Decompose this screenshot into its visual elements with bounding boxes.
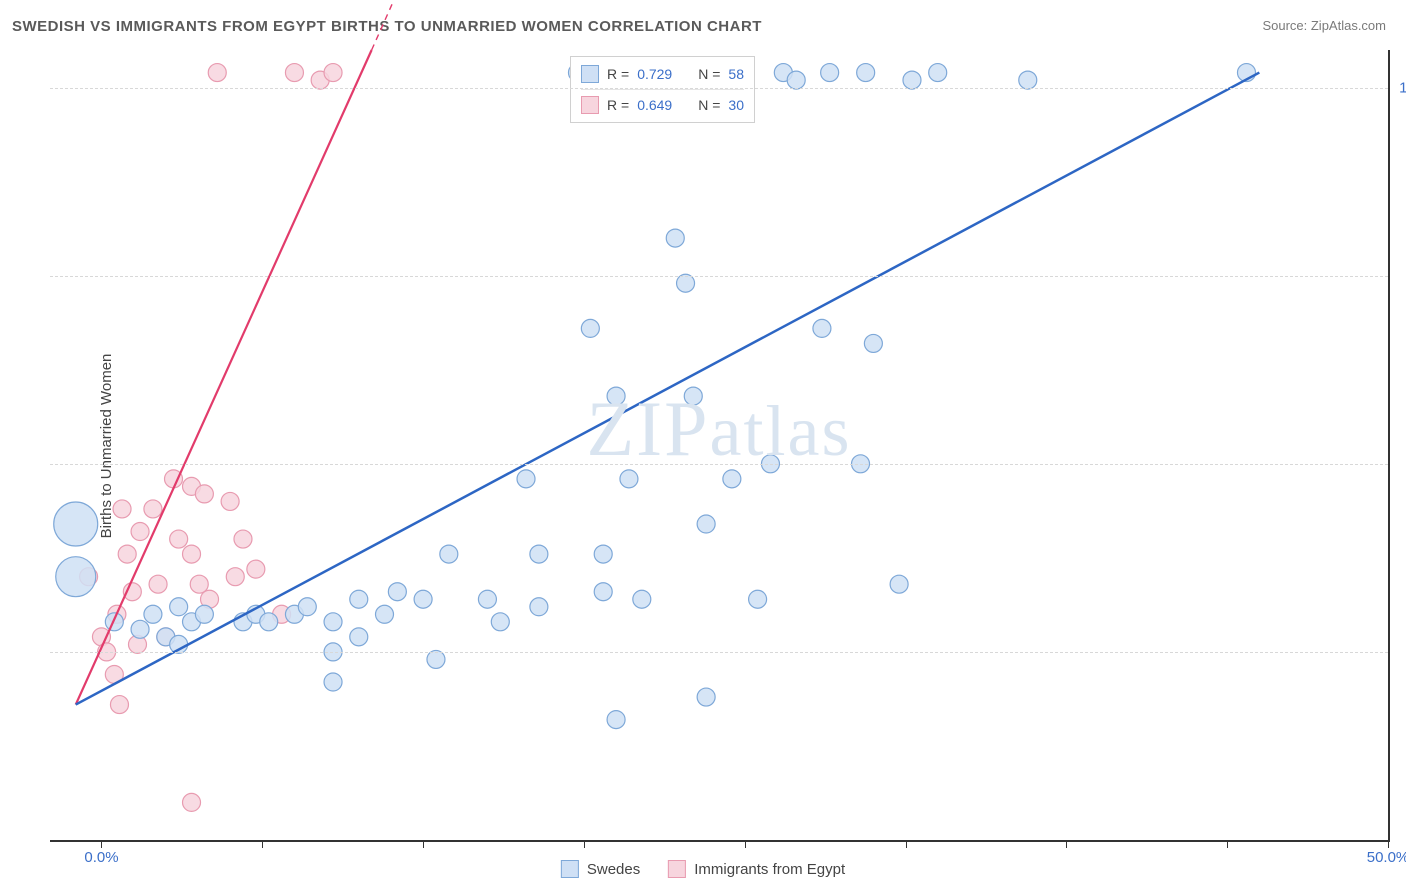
swatch-egypt-bottom <box>668 860 686 878</box>
x-tick-label: 0.0% <box>84 849 118 866</box>
r-label-egypt: R = <box>607 97 629 113</box>
source-name: ZipAtlas.com <box>1311 18 1386 33</box>
x-tick <box>1388 840 1389 848</box>
x-tick <box>262 840 263 848</box>
stats-row-egypt: R = 0.649 N = 30 <box>581 89 744 116</box>
x-tick <box>101 840 102 848</box>
x-tick <box>1227 840 1228 848</box>
n-value-egypt: 30 <box>728 97 744 113</box>
legend-item-swedes: Swedes <box>561 860 640 878</box>
legend-label-swedes: Swedes <box>587 861 640 878</box>
x-tick <box>745 840 746 848</box>
gridline <box>50 276 1388 277</box>
gridline <box>50 464 1388 465</box>
chart-title: SWEDISH VS IMMIGRANTS FROM EGYPT BIRTHS … <box>12 18 762 35</box>
source-prefix: Source: <box>1262 18 1310 33</box>
x-tick <box>584 840 585 848</box>
swatch-swedes-bottom <box>561 860 579 878</box>
legend-item-egypt: Immigrants from Egypt <box>668 860 845 878</box>
r-value-egypt: 0.649 <box>637 97 672 113</box>
x-tick <box>906 840 907 848</box>
swatch-swedes <box>581 65 599 83</box>
n-value-swedes: 58 <box>728 66 744 82</box>
n-label-swedes: N = <box>698 66 720 82</box>
swatch-egypt <box>581 96 599 114</box>
r-value-swedes: 0.729 <box>637 66 672 82</box>
stats-legend: R = 0.729 N = 58 R = 0.649 N = 30 <box>570 56 755 123</box>
source-attribution: Source: ZipAtlas.com <box>1262 18 1386 33</box>
gridline <box>50 88 1388 89</box>
x-tick <box>1066 840 1067 848</box>
x-tick <box>423 840 424 848</box>
x-tick-label: 50.0% <box>1367 849 1406 866</box>
legend-label-egypt: Immigrants from Egypt <box>694 861 845 878</box>
chart-plot-area: ZIPatlas R = 0.729 N = 58 R = 0.649 N = … <box>50 50 1390 842</box>
series-legend: Swedes Immigrants from Egypt <box>561 860 845 878</box>
n-label-egypt: N = <box>698 97 720 113</box>
r-label-swedes: R = <box>607 66 629 82</box>
y-tick-label: 100.0% <box>1399 79 1406 96</box>
gridline <box>50 652 1388 653</box>
scatter-svg <box>50 50 1388 840</box>
stats-row-swedes: R = 0.729 N = 58 <box>581 63 744 85</box>
